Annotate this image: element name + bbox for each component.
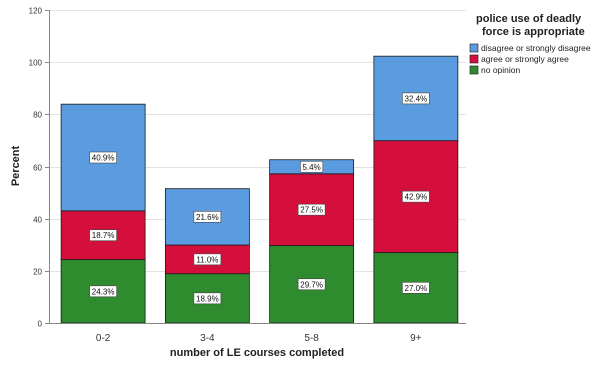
data-label-box-3-4-1 — [193, 253, 222, 266]
y-tick-label-120: 120 — [29, 7, 43, 16]
data-label-3-4-1: 11.0% — [196, 255, 218, 264]
bars: 24.3% 18.7% 40.9% 18.9% 11.0% 21.6% 29.7% 27.5%… — [60, 55, 459, 324]
legend-swatch-0 — [469, 65, 479, 75]
y-tick-label-80: 80 — [33, 111, 42, 120]
data-label-5-8-2: 5.4% — [303, 163, 321, 172]
data-label-box-3-4-0 — [193, 292, 222, 305]
data-label-0-2-2: 40.9% — [92, 154, 115, 163]
data-label-0-2-1: 18.7% — [92, 231, 115, 240]
x-category-label-9+: 9+ — [410, 333, 422, 344]
x-category-label-3-4: 3-4 — [200, 333, 215, 344]
x-axis-categories: 0-2 3-4 5-8 9+ — [96, 333, 422, 344]
bar-segment-0-2-0 — [60, 259, 146, 324]
legend-title-line-1: police use of deadly — [476, 13, 582, 25]
x-category-label-0-2: 0-2 — [96, 333, 111, 344]
data-label-3-4-0: 18.9% — [196, 294, 219, 303]
legend-label-0: no opinion — [481, 65, 521, 75]
data-label-0-2-0: 24.3% — [92, 287, 115, 296]
y-axis-title: Percent — [10, 145, 22, 186]
data-label-box-5-8-1 — [297, 203, 326, 216]
y-tick-label-40: 40 — [33, 216, 42, 225]
legend-title-line-2: force is appropriate — [482, 26, 585, 38]
legend-swatch-2 — [469, 43, 479, 53]
y-tick-label-20: 20 — [33, 268, 42, 277]
data-label-box-9+-1 — [402, 190, 430, 203]
y-axis-ticks: 0 20 40 60 80 100 120 — [29, 7, 49, 329]
data-label-5-8-0: 29.7% — [300, 280, 323, 289]
data-label-box-5-8-2 — [300, 160, 324, 173]
data-label-box-5-8-0 — [297, 278, 326, 291]
y-tick-label-60: 60 — [33, 164, 42, 173]
data-label-box-0-2-2 — [89, 151, 117, 164]
data-label-box-3-4-2 — [193, 211, 222, 223]
data-label-9+-2: 32.4% — [405, 94, 428, 103]
legend-label-1: agree or strongly agree — [481, 54, 569, 64]
y-tick-label-100: 100 — [29, 59, 43, 68]
data-label-5-8-1: 27.5% — [300, 206, 323, 215]
data-label-9+-1: 42.9% — [405, 193, 428, 202]
data-label-9+-0: 27.0% — [405, 284, 428, 293]
data-label-box-9+-2 — [402, 92, 430, 105]
legend: police use of deadly force is appropriat… — [469, 13, 591, 75]
y-tick-label-0: 0 — [38, 320, 43, 329]
x-category-label-5-8: 5-8 — [304, 333, 319, 344]
x-axis-title: number of LE courses completed — [170, 347, 344, 359]
data-label-box-0-2-0 — [89, 285, 117, 298]
data-label-box-9+-0 — [402, 281, 430, 294]
legend-swatch-1 — [469, 54, 479, 64]
data-label-box-0-2-1 — [89, 229, 117, 242]
data-label-3-4-2: 21.6% — [196, 213, 219, 222]
legend-label-2: disagree or strongly disagree — [481, 43, 591, 53]
